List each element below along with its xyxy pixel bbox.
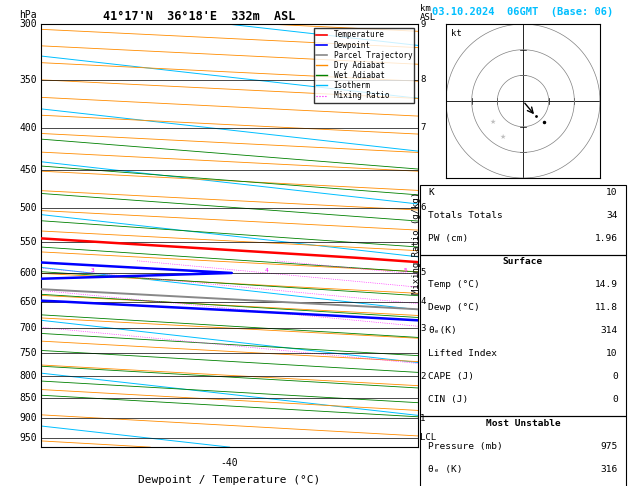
Text: Pressure (mb): Pressure (mb)	[428, 442, 503, 451]
Text: 350: 350	[19, 74, 37, 85]
Text: 316: 316	[600, 465, 618, 474]
Text: 10: 10	[606, 349, 618, 358]
Text: km
ASL: km ASL	[420, 4, 437, 22]
Text: 8: 8	[420, 75, 426, 84]
Text: 03.10.2024  06GMT  (Base: 06): 03.10.2024 06GMT (Base: 06)	[432, 7, 614, 17]
Text: 1.96: 1.96	[594, 234, 618, 243]
Text: Dewp (°C): Dewp (°C)	[428, 303, 480, 312]
Text: Totals Totals: Totals Totals	[428, 211, 503, 220]
Text: Mixing Ratio (g/kg): Mixing Ratio (g/kg)	[412, 192, 421, 294]
Bar	[420, 416, 626, 486]
Text: 1: 1	[420, 414, 426, 423]
Text: CIN (J): CIN (J)	[428, 396, 469, 404]
Text: 3: 3	[91, 268, 95, 273]
Text: 750: 750	[19, 348, 37, 358]
Text: 300: 300	[19, 19, 37, 29]
Text: θₑ(K): θₑ(K)	[428, 326, 457, 335]
Text: Lifted Index: Lifted Index	[428, 349, 498, 358]
Text: θₑ (K): θₑ (K)	[428, 465, 463, 474]
Text: Surface: Surface	[503, 257, 543, 266]
Text: 10: 10	[606, 188, 618, 197]
Text: 850: 850	[19, 393, 37, 403]
Text: 700: 700	[19, 323, 37, 333]
Text: 600: 600	[19, 268, 37, 278]
Text: 0: 0	[612, 372, 618, 382]
Text: 34: 34	[606, 211, 618, 220]
Text: 9: 9	[420, 20, 426, 29]
Text: -40: -40	[221, 458, 238, 468]
Text: CAPE (J): CAPE (J)	[428, 372, 474, 382]
Text: 6: 6	[420, 203, 426, 212]
Text: 800: 800	[19, 371, 37, 381]
Text: 950: 950	[19, 433, 37, 443]
Text: LCL: LCL	[420, 434, 437, 442]
Text: 5: 5	[403, 268, 407, 273]
Text: K: K	[428, 188, 434, 197]
Text: 975: 975	[600, 442, 618, 451]
Text: 7: 7	[420, 123, 426, 132]
Text: 4: 4	[420, 297, 426, 306]
Title: 41°17'N  36°18'E  332m  ASL: 41°17'N 36°18'E 332m ASL	[103, 10, 296, 23]
Text: 4: 4	[265, 268, 269, 273]
Text: 3: 3	[420, 324, 426, 333]
Text: Temp (°C): Temp (°C)	[428, 280, 480, 289]
Legend: Temperature, Dewpoint, Parcel Trajectory, Dry Adiabat, Wet Adiabat, Isotherm, Mi: Temperature, Dewpoint, Parcel Trajectory…	[314, 28, 415, 103]
Text: 900: 900	[19, 414, 37, 423]
Text: 14.9: 14.9	[594, 280, 618, 289]
Text: 5: 5	[420, 268, 426, 278]
Text: 400: 400	[19, 122, 37, 133]
Text: 2: 2	[420, 372, 426, 381]
Text: 650: 650	[19, 296, 37, 307]
Text: Dewpoint / Temperature (°C): Dewpoint / Temperature (°C)	[138, 475, 321, 485]
Text: hPa: hPa	[19, 10, 37, 20]
Text: PW (cm): PW (cm)	[428, 234, 469, 243]
Text: 11.8: 11.8	[594, 303, 618, 312]
Text: Most Unstable: Most Unstable	[486, 418, 560, 428]
Bar	[420, 255, 626, 416]
Text: 314: 314	[600, 326, 618, 335]
Text: 500: 500	[19, 203, 37, 212]
Text: 550: 550	[19, 237, 37, 247]
Text: 0: 0	[612, 396, 618, 404]
Text: 450: 450	[19, 165, 37, 175]
Bar	[420, 185, 626, 255]
